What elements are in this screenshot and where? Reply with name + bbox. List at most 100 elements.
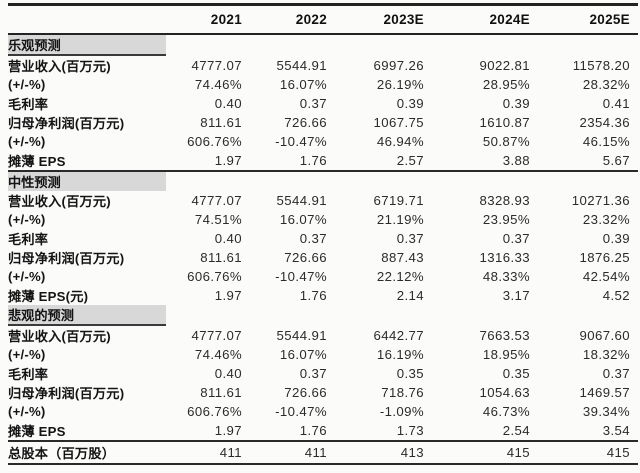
value-cell: 2.57 [396,153,424,168]
value-cell: 1.97 [214,153,242,168]
value-cell: 48.33% [482,269,530,284]
row-label: (+/-%) [8,212,46,227]
table-row: 归母净利润(百万元) 811.61 726.66 718.76 1054.63 1469.… [8,383,638,402]
value-cell: 23.32% [582,212,630,227]
table-row: 归母净利润(百万元) 811.61 726.66 887.43 1316.33 1876.… [8,248,638,267]
value-cell: 0.37 [502,231,530,246]
value-cell: 2354.36 [579,115,630,130]
value-cell: 21.19% [376,212,424,227]
value-cell: 74.46% [194,77,242,92]
value-cell: 74.51% [194,212,242,227]
row-label: 摊薄 EPS [8,424,66,439]
value-cell: 811.61 [200,115,242,130]
value-cell: -1.09% [379,404,424,419]
value-cell: 0.40 [214,96,242,111]
value-cell: 3.88 [502,153,530,168]
value-cell: 1.76 [299,153,327,168]
row-label: 归母净利润(百万元) [8,251,125,266]
empty-cell [242,170,327,191]
row-label: 营业收入(百万元) [8,329,111,344]
value-cell: 16.07% [279,347,327,362]
value-cell: 1067.75 [373,115,424,130]
header-row: 2021 2022 2023E 2024E 2025E [8,4,638,35]
value-cell: 718.76 [381,385,424,400]
row-label: 总股本（百万股） [8,440,166,465]
value-cell: 413 [327,440,424,465]
table-body: 乐观预测营业收入(百万元) 4777.07 5544.91 6997.26 9022.8… [8,34,638,465]
table-row: 营业收入(百万元) 4777.07 5544.91 6719.71 8328.93 102… [8,191,638,210]
row-label: 归母净利润(百万元) [8,386,125,401]
value-cell: 3.17 [502,288,530,303]
table-row: 营业收入(百万元) 4777.07 5544.91 6997.26 9022.81 115… [8,55,638,75]
value-cell: -10.47% [275,269,327,284]
empty-cell [242,305,327,325]
row-label: 营业收入(百万元) [8,194,111,209]
value-cell: 0.37 [299,231,327,246]
value-cell: 0.37 [299,366,327,381]
empty-cell [424,34,530,55]
value-cell: 1.97 [214,423,242,438]
value-cell: 1054.63 [479,385,530,400]
value-cell: 1.76 [299,288,327,303]
value-cell: 1.73 [396,423,424,438]
value-cell: 18.95% [482,347,530,362]
value-cell: 16.07% [279,212,327,227]
section-title: 中性预测 [8,170,166,191]
value-cell: 46.94% [376,134,424,149]
empty-cell [242,34,327,55]
value-cell: 9022.81 [479,57,530,73]
total-row: 总股本（百万股） 411 411 413 415 415 [8,440,638,465]
value-cell: 887.43 [381,250,424,265]
value-cell: 411 [242,440,327,465]
value-cell: 811.61 [200,250,242,265]
value-cell: 0.35 [502,366,530,381]
value-cell: 1.97 [214,288,242,303]
row-label: 归母净利润(百万元) [8,116,125,131]
value-cell: 42.54% [582,269,630,284]
value-cell: 18.32% [582,347,630,362]
column-header: 2023E [327,4,424,35]
empty-cell [530,170,638,191]
value-cell: 726.66 [284,115,327,130]
value-cell: 1.76 [299,423,327,438]
value-cell: 22.12% [376,269,424,284]
column-header: 2022 [242,4,327,35]
value-cell: 4777.07 [191,193,242,208]
value-cell: 0.35 [396,366,424,381]
value-cell: 0.37 [602,366,630,381]
table-row: 毛利率 0.40 0.37 0.37 0.37 0.39 [8,229,638,248]
empty-cell [424,305,530,325]
column-header: 2025E [530,4,638,35]
value-cell: 16.07% [279,77,327,92]
value-cell: -10.47% [275,404,327,419]
empty-cell [530,305,638,325]
row-label: 摊薄 EPS(元) [8,289,89,304]
value-cell: 1469.57 [579,385,630,400]
value-cell: 11578.20 [572,57,630,73]
value-cell: 415 [424,440,530,465]
table-row: (+/-%) 74.46% 16.07% 16.19% 18.95% 18.32% [8,345,638,364]
row-label: 摊薄 EPS [8,154,66,169]
value-cell: 7663.53 [479,327,530,343]
value-cell: 4777.07 [191,57,242,73]
value-cell: 28.95% [482,77,530,92]
value-cell: 726.66 [284,385,327,400]
value-cell: 0.41 [602,96,630,111]
value-cell: 6997.26 [373,57,424,73]
value-cell: 16.19% [376,347,424,362]
section-title: 悲观的预测 [8,305,166,326]
value-cell: 26.19% [376,77,424,92]
table-row: 营业收入(百万元) 4777.07 5544.91 6442.77 7663.53 906… [8,325,638,345]
value-cell: 46.73% [482,404,530,419]
value-cell: 50.87% [482,134,530,149]
table-row: (+/-%) 606.76% -10.47% 46.94% 50.87% 46.15% [8,132,638,151]
empty-cell [530,34,638,55]
value-cell: 5544.91 [276,193,327,208]
value-cell: 4.52 [602,288,630,303]
empty-cell [166,34,242,55]
value-cell: 1316.33 [479,250,530,265]
section-header-row: 乐观预测 [8,34,638,56]
value-cell: 0.39 [396,96,424,111]
value-cell: 10271.36 [571,193,630,208]
